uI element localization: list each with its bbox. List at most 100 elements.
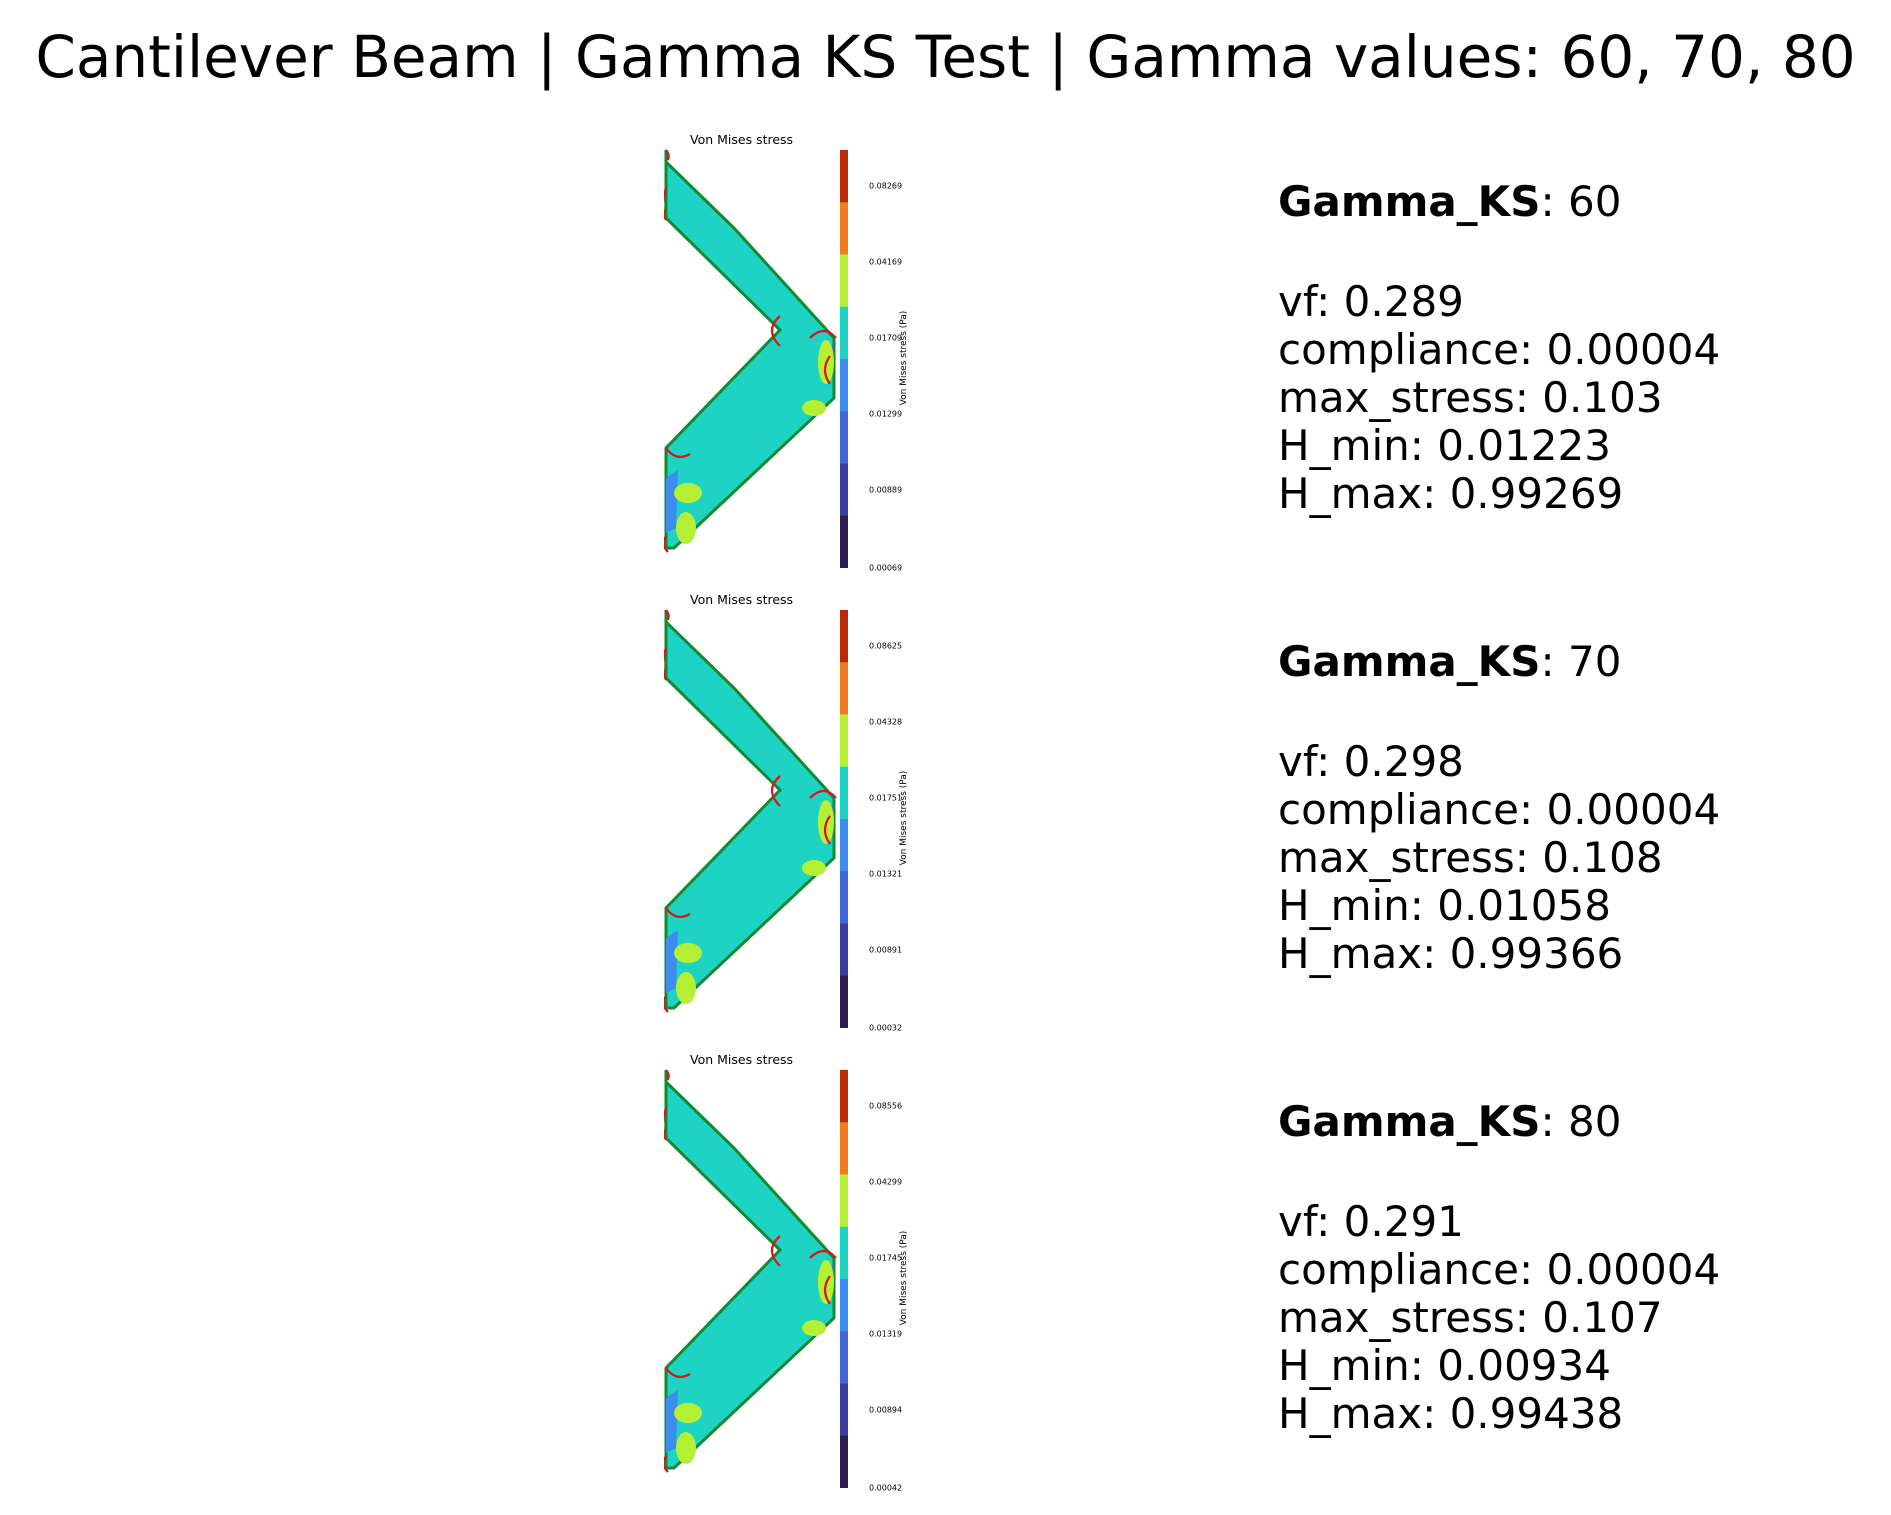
colorbar-tick-label: 0.01709 (869, 333, 903, 343)
colorbar-segment (840, 819, 848, 872)
boundary-arc (664, 647, 668, 681)
boundary-arc (809, 1249, 837, 1259)
colorbar-segment (840, 1435, 848, 1488)
colorbar-tick-label: 0.01299 (869, 409, 903, 419)
colorbar-segment (840, 1279, 848, 1332)
metric-line: max_stress: 0.107 (1278, 1293, 1663, 1342)
boundary-arc (809, 789, 837, 799)
colorbar-segment (840, 254, 848, 308)
high-stress-region (674, 483, 702, 503)
gamma-heading: Gamma_KS: 80 (1278, 1098, 1720, 1146)
colorbar-tick-label: 0.01319 (869, 1329, 903, 1339)
colorbar-tick-label: 0.04299 (869, 1177, 903, 1187)
colorbar-tick-label: 0.01321 (869, 869, 903, 879)
stress-field-plot (664, 1069, 848, 1488)
result-summary: Gamma_KS: 70 vf: 0.298 compliance: 0.00004… (1278, 638, 1720, 978)
high-stress-region (676, 512, 696, 544)
colorbar-segment (840, 766, 848, 820)
boundary-arc (665, 1069, 670, 1081)
colorbar (840, 150, 848, 568)
colorbar (840, 1070, 848, 1488)
colorbar-tick-label: 0.08269 (869, 181, 903, 191)
gamma-label: Gamma_KS (1278, 1097, 1541, 1146)
colorbar-segment (840, 1122, 848, 1175)
stress-panel-2: Von Mises stress 0.08625 0.04328 0.01751 0.0… (0, 592, 1891, 1052)
stress-field-plot (664, 609, 848, 1028)
stress-field-plot (664, 149, 848, 568)
plot-title: Von Mises stress (690, 592, 794, 607)
high-stress-region (676, 1432, 696, 1464)
metric-line: vf: 0.289 (1278, 277, 1464, 326)
metric-line: max_stress: 0.108 (1278, 833, 1663, 882)
high-stress-region (802, 1320, 826, 1336)
colorbar-axis-label: Von Mises stress (Pa) (899, 770, 909, 866)
metric-line: compliance: 0.00004 (1278, 325, 1721, 374)
colorbar-axis-label: Von Mises stress (Pa) (899, 1230, 909, 1326)
metric-line: H_min: 0.01223 (1278, 421, 1611, 470)
plot-title: Von Mises stress (690, 1052, 794, 1067)
metric-line: H_min: 0.01058 (1278, 881, 1611, 930)
high-stress-region (802, 860, 826, 876)
plot-title: Von Mises stress (690, 132, 794, 147)
colorbar-tick-label: 0.04169 (869, 257, 903, 267)
colorbar-segment (840, 359, 848, 412)
metric-line: vf: 0.298 (1278, 737, 1464, 786)
colorbar-segment (840, 662, 848, 715)
colorbar-tick-label: 0.08556 (869, 1101, 903, 1111)
colorbar-tick-label: 0.00042 (869, 1483, 903, 1493)
colorbar-tick-label: 0.04328 (869, 717, 903, 727)
gamma-heading: Gamma_KS: 70 (1278, 638, 1720, 686)
colorbar-tick-label: 0.01751 (869, 793, 903, 803)
beam-shape (664, 610, 836, 1010)
metric-line: H_max: 0.99366 (1278, 929, 1624, 978)
metric-line: max_stress: 0.103 (1278, 373, 1663, 422)
gamma-heading: Gamma_KS: 60 (1278, 178, 1720, 226)
colorbar-segment (840, 923, 848, 977)
colorbar-segment (840, 150, 848, 203)
gamma-value: : 70 (1540, 637, 1622, 686)
gamma-value: : 80 (1540, 1097, 1622, 1146)
boundary-arc (665, 149, 670, 161)
boundary-arc (665, 609, 670, 621)
colorbar-tick-label: 0.01745 (869, 1253, 903, 1263)
boundary-arc (809, 329, 837, 339)
high-stress-region (674, 943, 702, 963)
gamma-label: Gamma_KS (1278, 177, 1541, 226)
colorbar-segment (840, 1174, 848, 1228)
colorbar-tick-label: 0.08625 (869, 641, 903, 651)
colorbar-segment (840, 411, 848, 464)
boundary-arc (665, 447, 691, 459)
metric-line: H_max: 0.99438 (1278, 1389, 1624, 1438)
boundary-arc (770, 775, 781, 807)
gamma-value: : 60 (1540, 177, 1622, 226)
metric-line: vf: 0.291 (1278, 1197, 1464, 1246)
colorbar-axis-label: Von Mises stress (Pa) (899, 310, 909, 406)
colorbar-tick-label: 0.00069 (869, 563, 903, 573)
colorbar-tick-label: 0.00889 (869, 485, 903, 495)
metric-line: H_min: 0.00934 (1278, 1341, 1611, 1390)
high-stress-region (802, 400, 826, 416)
boundary-arc (664, 1107, 668, 1141)
low-stress-region (666, 930, 678, 993)
stress-panel-1: Von Mises stress 0.08269 0.04169 0.01709 0.0… (0, 132, 1891, 592)
colorbar-segment (840, 1383, 848, 1437)
result-summary: Gamma_KS: 60 vf: 0.289 compliance: 0.00004… (1278, 178, 1720, 518)
colorbar-tick-label: 0.00891 (869, 945, 903, 955)
colorbar-segment (840, 610, 848, 663)
metric-line: compliance: 0.00004 (1278, 785, 1721, 834)
boundary-arc (664, 535, 669, 553)
colorbar-segment (840, 1331, 848, 1384)
metric-line: compliance: 0.00004 (1278, 1245, 1721, 1294)
colorbar-segment (840, 1070, 848, 1123)
boundary-arc (770, 1235, 781, 1267)
beam-structure (664, 609, 837, 1013)
low-stress-region (666, 470, 678, 533)
boundary-arc (823, 815, 831, 845)
colorbar-segment (840, 871, 848, 924)
high-stress-region (676, 972, 696, 1004)
boundary-arc (664, 187, 668, 221)
boundary-arc (665, 1367, 691, 1379)
colorbar-segment (840, 515, 848, 568)
boundary-arc (770, 315, 781, 347)
colorbar-segment (840, 306, 848, 360)
